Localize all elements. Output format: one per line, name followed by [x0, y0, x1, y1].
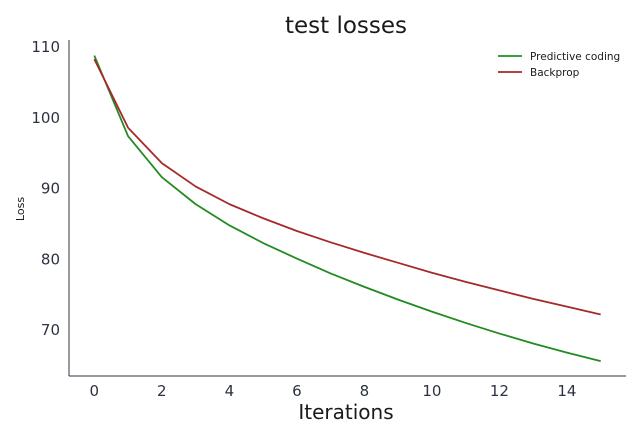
x-tick-label: 0 [90, 382, 100, 400]
x-axis-label: Iterations [298, 400, 393, 424]
legend: Predictive coding Backprop [498, 51, 620, 79]
y-tick-label: 80 [41, 250, 60, 268]
x-tick-label: 14 [557, 382, 576, 400]
series-line-predictive-coding [93, 55, 601, 363]
chart-title: test losses [285, 13, 407, 39]
x-tick-label: 8 [360, 382, 370, 400]
x-tick-labels: 0 2 4 6 8 10 12 14 [90, 382, 577, 400]
series-line-backprop [93, 58, 601, 316]
y-tick-label: 70 [41, 321, 60, 339]
plot-area [93, 55, 601, 363]
y-tick-label: 100 [31, 109, 60, 127]
x-tick-label: 10 [422, 382, 441, 400]
y-tick-label: 90 [41, 180, 60, 198]
x-tick-label: 6 [292, 382, 302, 400]
x-tick-label: 2 [157, 382, 167, 400]
y-tick-label: 110 [31, 38, 60, 56]
y-tick-labels: 70 80 90 100 110 [31, 38, 60, 339]
x-tick-label: 12 [490, 382, 509, 400]
legend-label-predictive-coding: Predictive coding [530, 51, 620, 63]
x-tick-label: 4 [225, 382, 235, 400]
legend-label-backprop: Backprop [530, 67, 580, 79]
y-axis-label: Loss [14, 197, 27, 221]
